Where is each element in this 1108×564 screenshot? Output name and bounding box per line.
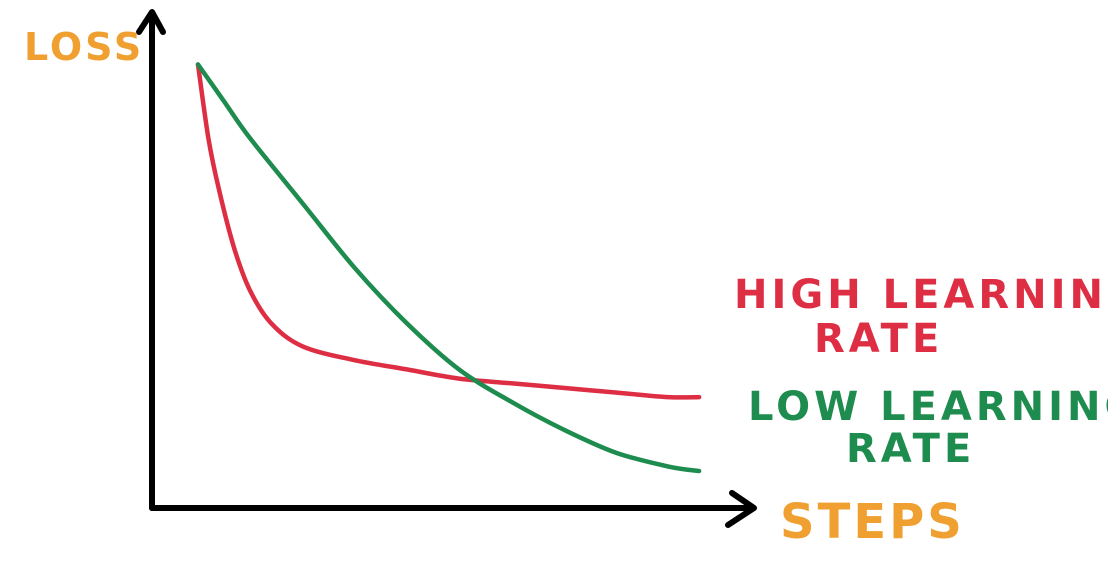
x-axis-label: STEPS: [780, 494, 965, 550]
x-axis-arrowhead: [725, 490, 757, 528]
high-learning-rate-label-line2: RATE: [814, 316, 943, 362]
low-learning-rate-line: [195, 62, 702, 474]
low-learning-rate-label-line2: RATE: [846, 426, 975, 472]
y-axis-arrowhead: [136, 9, 166, 35]
high-learning-rate-line: [195, 62, 702, 400]
series-lines: [195, 62, 702, 474]
legend: HIGH LEARNING RATE LOW LEARNING RATE: [734, 272, 1108, 472]
y-axis-label: LOSS: [24, 25, 144, 69]
low-learning-rate-label-line1: LOW LEARNING: [748, 384, 1108, 430]
axes: [136, 9, 757, 528]
high-learning-rate-label-line1: HIGH LEARNING: [734, 272, 1108, 318]
